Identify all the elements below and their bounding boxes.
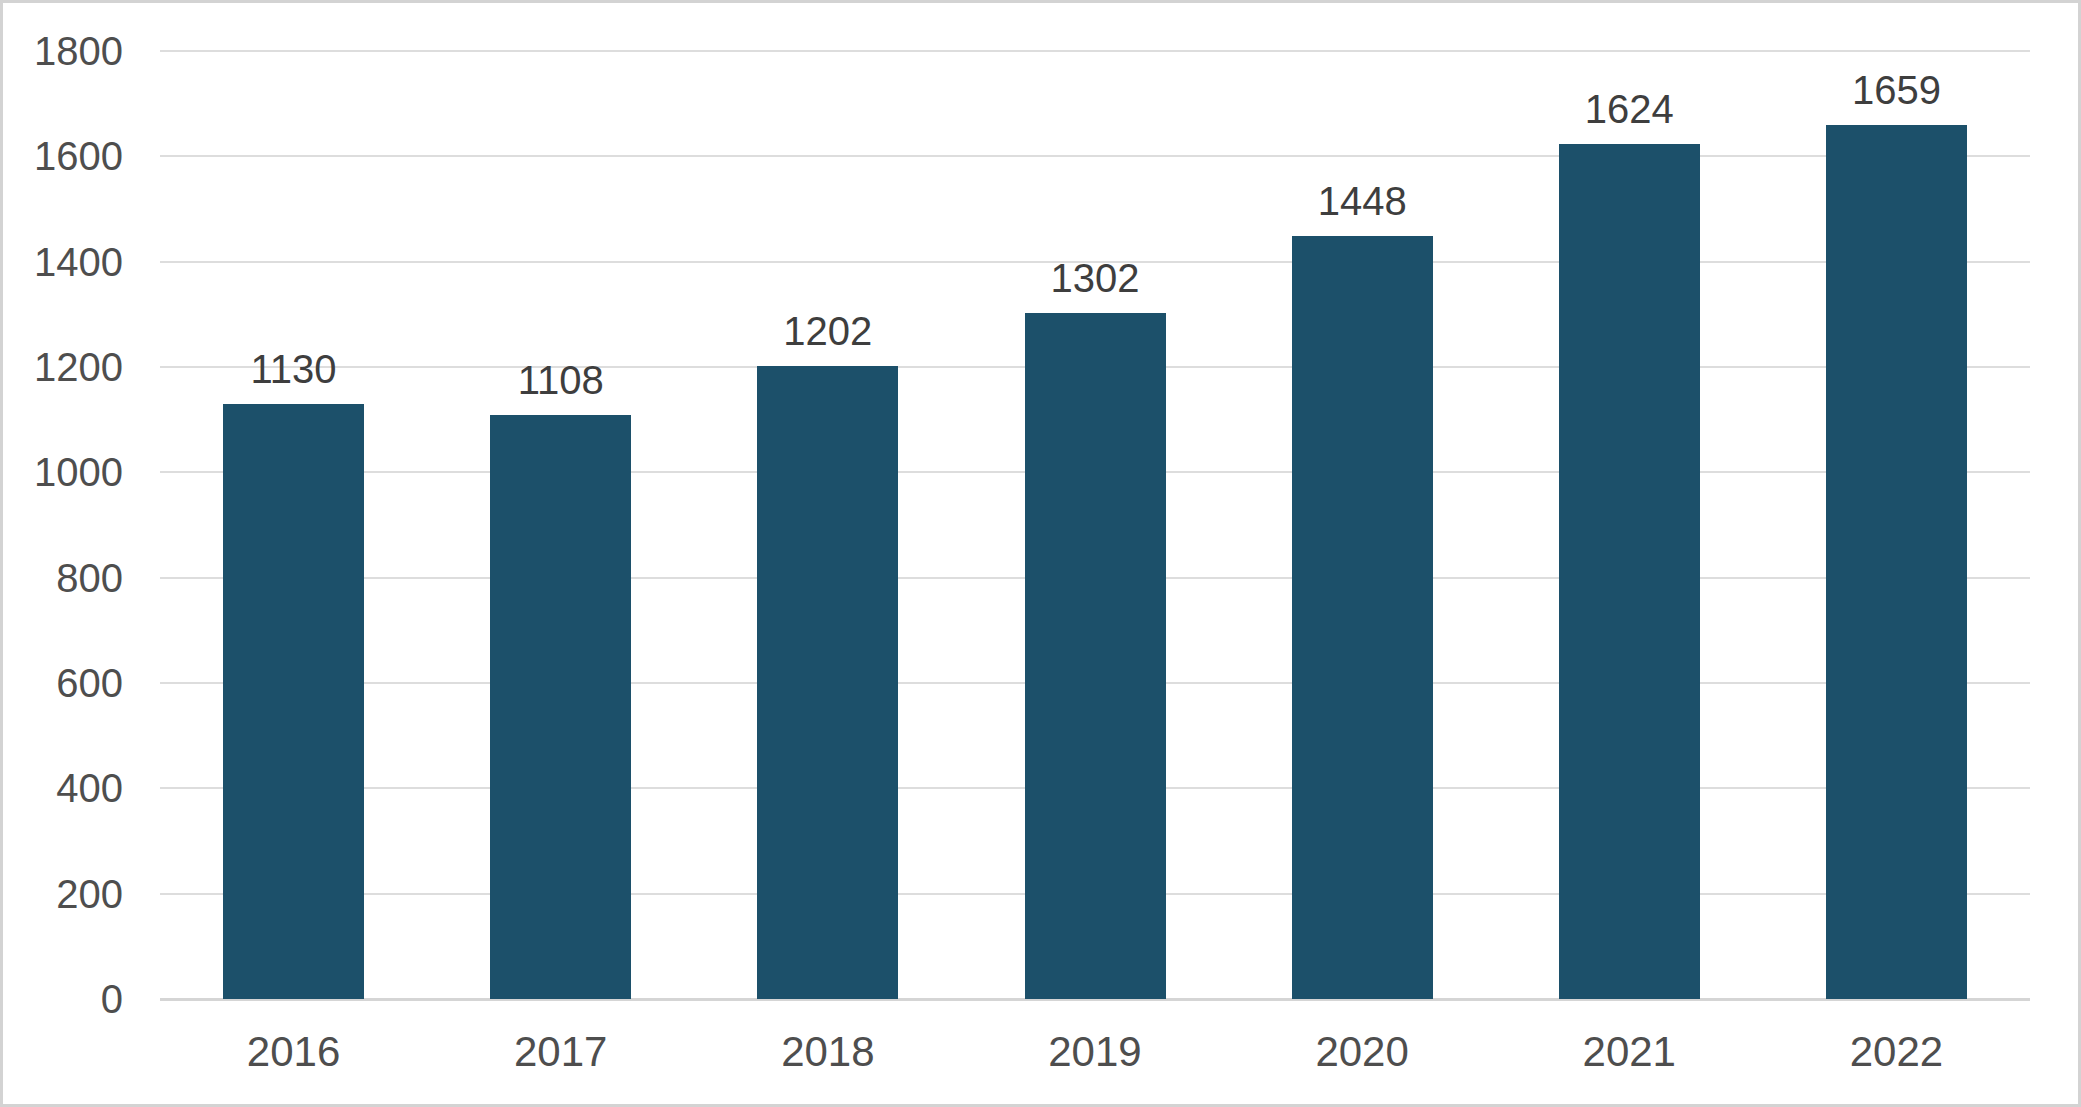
y-tick-label: 200 bbox=[3, 870, 123, 918]
bar-chart-card: 0 200 400 600 800 1000 1200 1400 1600 1800 113011… bbox=[0, 0, 2081, 1107]
y-tick-label: 800 bbox=[3, 554, 123, 602]
bar-2016[interactable] bbox=[223, 404, 364, 999]
x-tick-label-2016: 2016 bbox=[160, 1026, 427, 1078]
y-tick-label: 1200 bbox=[3, 343, 123, 391]
y-tick-label: 1400 bbox=[3, 238, 123, 286]
x-tick-label-2017: 2017 bbox=[427, 1026, 694, 1078]
x-tick-label-2022: 2022 bbox=[1763, 1026, 2030, 1078]
bar-2020[interactable] bbox=[1292, 236, 1433, 999]
y-axis-labels: 020040060080010001200140016001800 bbox=[3, 51, 123, 999]
bar-value-label-2019: 1302 bbox=[961, 255, 1228, 301]
x-tick-label-2020: 2020 bbox=[1229, 1026, 1496, 1078]
bar-value-label-2021: 1624 bbox=[1496, 86, 1763, 132]
x-axis-labels: 2016201720182019202020212022 bbox=[160, 1026, 2030, 1078]
bar-value-label-2022: 1659 bbox=[1763, 67, 2030, 113]
bar-2019[interactable] bbox=[1025, 313, 1166, 999]
gridline bbox=[160, 50, 2030, 52]
y-tick-label: 0 bbox=[3, 975, 123, 1023]
x-tick-label-2021: 2021 bbox=[1496, 1026, 1763, 1078]
bar-2018[interactable] bbox=[757, 366, 898, 999]
y-tick-label: 600 bbox=[3, 659, 123, 707]
y-tick-label: 1600 bbox=[3, 132, 123, 180]
plot-area: 1130110812021302144816241659 bbox=[160, 51, 2030, 999]
bar-value-label-2018: 1202 bbox=[694, 308, 961, 354]
bar-2022[interactable] bbox=[1826, 125, 1967, 999]
bar-value-label-2017: 1108 bbox=[427, 357, 694, 403]
x-tick-label-2018: 2018 bbox=[694, 1026, 961, 1078]
bar-value-label-2016: 1130 bbox=[160, 346, 427, 392]
bar-2017[interactable] bbox=[490, 415, 631, 999]
x-tick-label-2019: 2019 bbox=[961, 1026, 1228, 1078]
bar-2021[interactable] bbox=[1559, 144, 1700, 999]
y-tick-label: 1000 bbox=[3, 448, 123, 496]
gridline bbox=[160, 155, 2030, 157]
y-tick-label: 400 bbox=[3, 764, 123, 812]
y-tick-label: 1800 bbox=[3, 27, 123, 75]
bar-value-label-2020: 1448 bbox=[1229, 178, 1496, 224]
